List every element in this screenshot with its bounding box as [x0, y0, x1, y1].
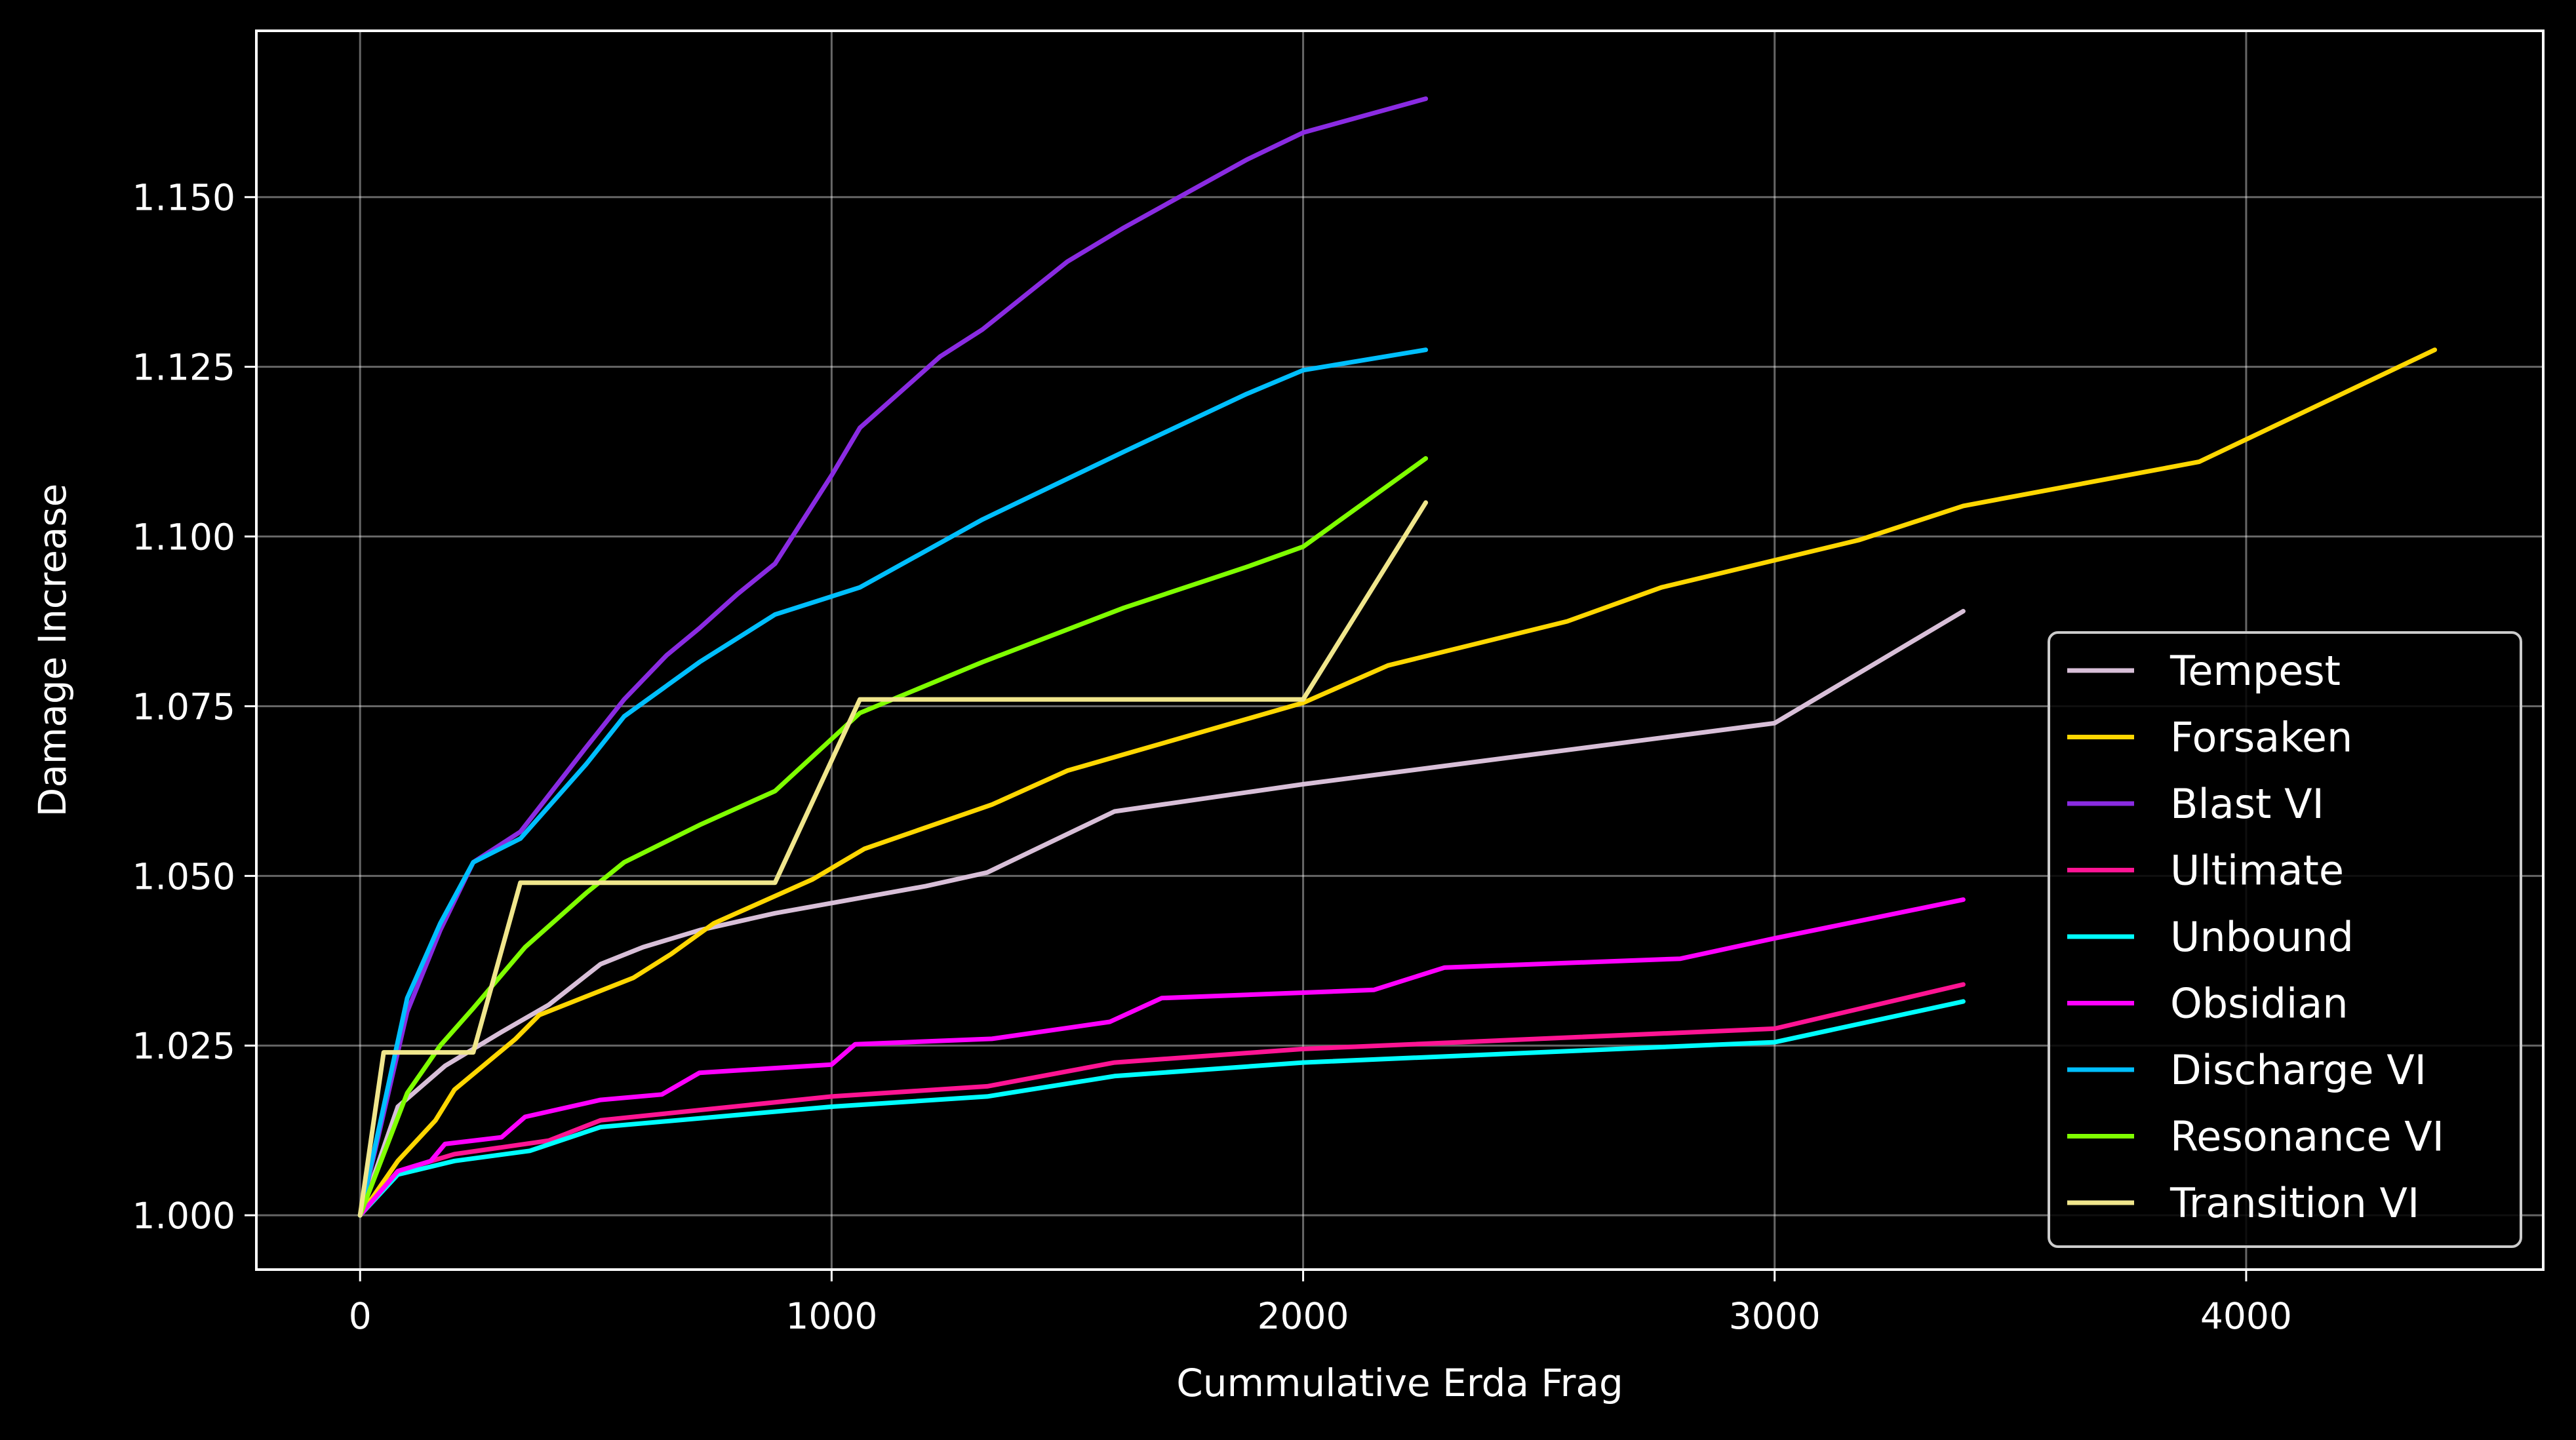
y-tick-label: 1.075	[132, 686, 235, 728]
series-line-resonance-vi	[357, 456, 1429, 1218]
y-tick-label: 1.150	[132, 177, 235, 219]
series-line-discharge-vi	[357, 347, 1429, 1218]
legend-label: Obsidian	[2170, 980, 2348, 1028]
series-lines	[357, 96, 2438, 1218]
series-line-tempest	[357, 609, 1966, 1218]
x-axis-label: Cummulative Erda Frag	[1176, 1361, 1623, 1405]
series-line-ultimate	[357, 982, 1966, 1218]
y-tick-label: 1.025	[132, 1025, 235, 1067]
series-line-transition-vi	[357, 500, 1429, 1218]
legend-label: Ultimate	[2170, 847, 2344, 895]
x-tick-label: 3000	[1729, 1295, 1821, 1337]
y-axis-label: Damage Increase	[30, 484, 75, 817]
legend-label: Unbound	[2170, 913, 2354, 961]
x-tick-label: 0	[349, 1295, 372, 1337]
legend-label: Forsaken	[2170, 714, 2352, 762]
x-tick-label: 4000	[2200, 1295, 2292, 1337]
legend-label: Resonance VI	[2170, 1113, 2444, 1161]
legend-label: Blast VI	[2170, 780, 2324, 828]
legend-box	[2048, 631, 2522, 1248]
y-tick-label: 1.125	[132, 347, 235, 389]
x-tick-label: 1000	[785, 1295, 877, 1337]
legend-label: Transition VI	[2170, 1179, 2419, 1227]
series-line-forsaken	[357, 347, 2438, 1218]
legend-label: Tempest	[2170, 647, 2341, 695]
y-tick-label: 1.000	[132, 1195, 235, 1237]
series-line-obsidian	[357, 897, 1966, 1218]
axis-ticks: 0 1000 2000 3000 4000 1.000 1.025 1.050 1.075 1.1…	[132, 177, 2292, 1337]
y-tick-label: 1.100	[132, 516, 235, 558]
x-tick-label: 2000	[1258, 1295, 1349, 1337]
plot-frame	[255, 29, 2545, 1271]
legend: Tempest Forsaken Blast VI Ultimate Unbound Ob…	[2048, 631, 2522, 1248]
series-line-unbound	[357, 999, 1966, 1218]
legend-label: Discharge VI	[2170, 1046, 2427, 1094]
y-tick-label: 1.050	[132, 855, 235, 897]
